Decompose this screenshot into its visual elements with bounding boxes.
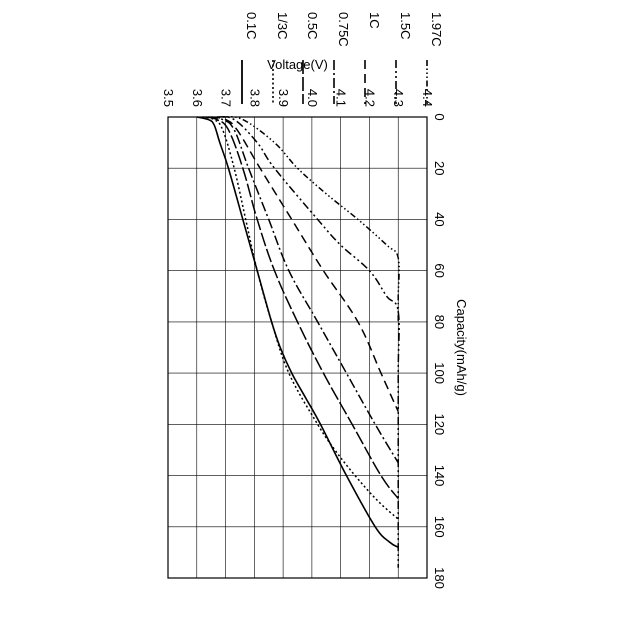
x-tick-label: 180 <box>432 567 447 589</box>
y-tick-label: 4.0 <box>305 89 320 107</box>
plot-frame <box>168 117 427 578</box>
x-tick-label: 160 <box>432 516 447 538</box>
x-tick-label: 0 <box>432 113 447 120</box>
y-tick-label: 3.6 <box>190 89 205 107</box>
x-ticks: 0 20 40 60 80 100 120 140 160 180 <box>432 113 447 588</box>
y-tick-label: 4.3 <box>391 89 406 107</box>
legend-label: 0.1C <box>244 12 259 39</box>
x-axis-label: Capacity(mAh/g) <box>454 299 469 396</box>
x-tick-label: 60 <box>432 263 447 277</box>
y-tick-label: 3.8 <box>247 89 262 107</box>
y-ticks: 3.53.63.73.83.94.04.14.24.34.4 <box>161 89 435 107</box>
legend-label: 0.5C <box>305 12 320 39</box>
x-tick-label: 80 <box>432 315 447 329</box>
grid <box>168 117 427 578</box>
series-line-1c <box>211 117 398 412</box>
x-tick-label: 100 <box>432 362 447 384</box>
series-layer <box>197 117 399 568</box>
plot-area: 0 20 40 60 80 100 120 140 160 180 3.5 3.6 3.7 3.8 3.9… <box>161 57 469 589</box>
legend-label: 0.75C <box>336 12 351 47</box>
series-line-0-1c <box>197 117 398 547</box>
x-tick-label: 40 <box>432 212 447 226</box>
y-axis-label: Voltage(V) <box>267 57 328 72</box>
legend-label: 1C <box>367 12 382 29</box>
legend-label: 1.5C <box>398 12 413 39</box>
y-tick-label: 4.1 <box>334 89 349 107</box>
legend-label: 1/3C <box>275 12 290 39</box>
x-tick-label: 120 <box>432 413 447 435</box>
x-tick-label: 20 <box>432 161 447 175</box>
y-tick-label: 3.5 <box>161 89 176 107</box>
x-tick-label: 140 <box>432 465 447 487</box>
y-tick-label: 3.9 <box>276 89 291 107</box>
legend-label: 1.97C <box>429 12 444 47</box>
y-tick-label: 3.7 <box>219 89 234 107</box>
